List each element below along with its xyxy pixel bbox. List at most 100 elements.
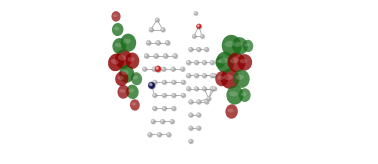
Circle shape xyxy=(143,68,145,69)
Circle shape xyxy=(173,54,177,58)
Circle shape xyxy=(213,87,215,89)
Circle shape xyxy=(172,80,175,84)
Circle shape xyxy=(143,67,146,71)
Circle shape xyxy=(205,100,209,104)
Circle shape xyxy=(153,94,157,98)
Circle shape xyxy=(200,34,204,38)
Circle shape xyxy=(210,60,214,64)
Ellipse shape xyxy=(133,76,138,79)
Circle shape xyxy=(197,24,201,29)
Circle shape xyxy=(153,81,155,82)
Circle shape xyxy=(152,67,156,71)
Circle shape xyxy=(205,101,207,102)
Circle shape xyxy=(171,120,172,122)
Ellipse shape xyxy=(217,76,224,80)
Circle shape xyxy=(148,82,155,89)
Circle shape xyxy=(161,28,165,31)
Circle shape xyxy=(189,48,193,52)
Circle shape xyxy=(150,28,151,30)
Circle shape xyxy=(211,74,212,76)
Circle shape xyxy=(208,97,211,101)
Circle shape xyxy=(189,114,191,115)
Circle shape xyxy=(189,127,191,128)
Ellipse shape xyxy=(119,89,125,93)
Circle shape xyxy=(164,54,166,56)
Ellipse shape xyxy=(128,89,134,93)
Circle shape xyxy=(151,119,155,123)
Ellipse shape xyxy=(225,41,234,47)
Circle shape xyxy=(205,48,209,52)
Circle shape xyxy=(186,60,190,64)
Circle shape xyxy=(189,126,193,130)
Circle shape xyxy=(189,48,191,49)
Circle shape xyxy=(163,81,164,82)
Circle shape xyxy=(187,61,191,65)
Circle shape xyxy=(172,107,174,108)
Circle shape xyxy=(143,67,147,71)
Circle shape xyxy=(163,94,164,95)
Ellipse shape xyxy=(130,99,140,111)
Circle shape xyxy=(174,54,175,56)
Circle shape xyxy=(155,66,161,72)
Circle shape xyxy=(147,41,149,43)
Ellipse shape xyxy=(112,23,123,36)
Circle shape xyxy=(149,82,155,89)
Circle shape xyxy=(172,67,175,71)
Ellipse shape xyxy=(131,72,142,85)
Ellipse shape xyxy=(230,58,239,63)
Circle shape xyxy=(170,120,174,124)
Circle shape xyxy=(180,67,184,71)
Ellipse shape xyxy=(121,70,129,75)
Ellipse shape xyxy=(111,59,119,64)
Circle shape xyxy=(194,11,197,15)
Ellipse shape xyxy=(115,49,132,69)
Ellipse shape xyxy=(217,60,222,63)
Circle shape xyxy=(211,87,212,89)
Circle shape xyxy=(172,93,175,97)
Circle shape xyxy=(212,74,216,77)
Ellipse shape xyxy=(118,55,126,60)
Circle shape xyxy=(203,74,206,78)
Circle shape xyxy=(163,107,164,108)
Circle shape xyxy=(192,34,196,38)
Circle shape xyxy=(202,73,206,77)
Circle shape xyxy=(152,120,155,124)
Circle shape xyxy=(153,68,154,69)
Circle shape xyxy=(197,113,201,117)
Circle shape xyxy=(172,107,176,111)
Circle shape xyxy=(144,54,149,58)
Circle shape xyxy=(163,94,167,98)
Circle shape xyxy=(189,113,193,117)
Circle shape xyxy=(158,133,160,135)
Circle shape xyxy=(197,113,200,117)
Circle shape xyxy=(195,61,199,65)
Circle shape xyxy=(189,100,193,104)
Ellipse shape xyxy=(243,40,253,52)
Circle shape xyxy=(211,61,212,62)
Circle shape xyxy=(156,18,159,22)
Circle shape xyxy=(194,12,198,15)
Circle shape xyxy=(189,47,193,51)
Circle shape xyxy=(156,41,158,43)
Circle shape xyxy=(172,94,176,98)
Circle shape xyxy=(186,87,190,91)
Circle shape xyxy=(173,54,178,58)
Circle shape xyxy=(201,35,202,36)
Circle shape xyxy=(195,74,197,76)
Circle shape xyxy=(181,81,186,84)
Ellipse shape xyxy=(112,11,121,22)
Circle shape xyxy=(204,100,208,104)
Circle shape xyxy=(172,81,174,82)
Ellipse shape xyxy=(235,75,244,80)
Circle shape xyxy=(187,74,189,76)
Circle shape xyxy=(163,54,167,58)
Ellipse shape xyxy=(239,88,251,102)
Circle shape xyxy=(195,61,197,62)
Ellipse shape xyxy=(226,86,243,105)
Circle shape xyxy=(155,54,156,56)
Ellipse shape xyxy=(112,38,126,54)
Circle shape xyxy=(193,35,194,36)
Circle shape xyxy=(189,100,193,104)
Ellipse shape xyxy=(222,35,242,57)
Circle shape xyxy=(182,81,183,82)
